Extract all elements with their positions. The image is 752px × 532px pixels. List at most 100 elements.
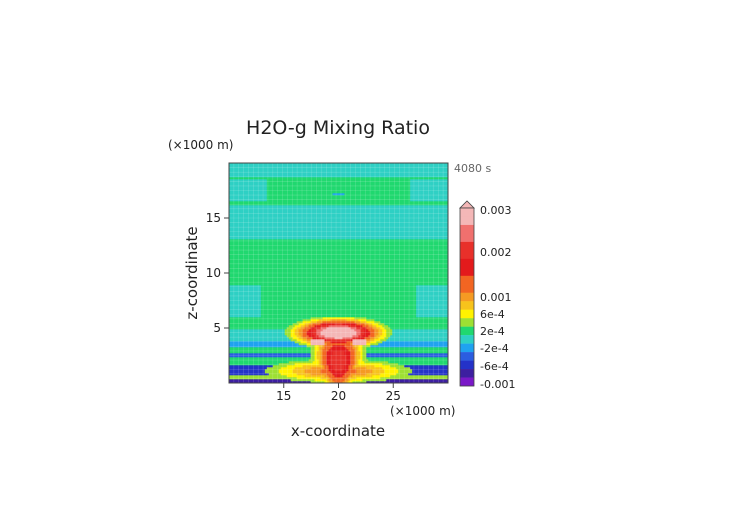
heatmap-cell — [312, 361, 315, 364]
heatmap-cell — [306, 343, 309, 346]
heatmap-cell — [306, 269, 309, 272]
heatmap-cell — [264, 171, 268, 174]
heatmap-cell — [286, 233, 290, 236]
heatmap-cell — [262, 207, 266, 210]
heatmap-cell — [280, 377, 284, 380]
heatmap-cell — [274, 239, 278, 242]
heatmap-cell — [254, 327, 258, 330]
heatmap-cell — [302, 323, 305, 326]
heatmap-cell — [236, 193, 240, 196]
heatmap-cell — [266, 343, 270, 346]
heatmap-cell — [288, 321, 292, 324]
heatmap-cell — [230, 299, 234, 302]
heatmap-cell — [308, 173, 311, 176]
heatmap-cell — [240, 163, 244, 166]
heatmap-cell — [304, 249, 307, 252]
heatmap-cell — [258, 253, 262, 256]
heatmap-cell — [298, 337, 301, 340]
heatmap-cell — [260, 243, 264, 246]
heatmap-cell — [280, 237, 284, 240]
heatmap-cell — [252, 341, 256, 344]
heatmap-cell — [294, 185, 297, 188]
heatmap-cell — [238, 295, 242, 298]
heatmap-cell — [246, 291, 250, 294]
heatmap-cell — [248, 353, 252, 356]
heatmap-cell — [316, 261, 319, 264]
heatmap-cell — [316, 353, 319, 356]
heatmap-cell — [240, 339, 244, 342]
heatmap-cell — [278, 239, 282, 242]
heatmap-cell — [296, 203, 299, 206]
heatmap-cell — [238, 359, 242, 362]
heatmap-cell — [270, 209, 274, 212]
heatmap-cell — [288, 235, 292, 238]
heatmap-cell — [286, 277, 290, 280]
heatmap-cell — [296, 311, 299, 314]
heatmap-cell — [270, 269, 274, 272]
heatmap-cell — [234, 359, 238, 362]
heatmap-cell — [272, 331, 276, 334]
heatmap-cell — [304, 221, 307, 224]
heatmap-cell — [272, 229, 276, 232]
heatmap-cell — [232, 205, 236, 208]
heatmap-cell — [298, 185, 301, 188]
heatmap-cell — [274, 309, 278, 312]
heatmap-cell — [312, 279, 315, 282]
heatmap-cell — [280, 325, 284, 328]
heatmap-cell — [246, 287, 250, 290]
heatmap-cell — [258, 305, 262, 308]
heatmap-cell — [246, 369, 250, 372]
heatmap-cell — [292, 217, 295, 220]
heatmap-cell — [280, 293, 284, 296]
heatmap-cell — [260, 227, 264, 230]
heatmap-cell — [280, 261, 284, 264]
heatmap-cell — [304, 337, 307, 340]
heatmap-cell — [252, 245, 256, 248]
heatmap-cell — [236, 239, 240, 242]
heatmap-cell — [310, 307, 313, 310]
heatmap-cell — [300, 353, 303, 356]
heatmap-cell — [254, 279, 258, 282]
heatmap-cell — [264, 371, 268, 374]
heatmap-cell — [300, 241, 303, 244]
heatmap-cell — [248, 181, 252, 184]
heatmap-cell — [240, 201, 244, 204]
heatmap-cell — [300, 173, 303, 176]
heatmap-cell — [270, 303, 274, 306]
heatmap-cell — [266, 281, 270, 284]
heatmap-cell — [244, 171, 248, 174]
heatmap-cell — [256, 165, 260, 168]
heatmap-cell — [288, 193, 292, 196]
heatmap-cell — [302, 175, 305, 178]
heatmap-cell — [296, 297, 299, 300]
heatmap-cell — [256, 183, 260, 186]
heatmap-cell — [268, 245, 272, 248]
heatmap-cell — [286, 189, 290, 192]
heatmap-cell — [300, 281, 303, 284]
heatmap-cell — [268, 289, 272, 292]
heatmap-cell — [258, 359, 262, 362]
heatmap-cell — [294, 289, 297, 292]
heatmap-cell — [244, 349, 248, 352]
heatmap-cell — [272, 309, 276, 312]
heatmap-cell — [302, 179, 305, 182]
heatmap-cell — [244, 199, 248, 202]
heatmap-cell — [276, 217, 280, 220]
heatmap-cell — [318, 299, 321, 302]
heatmap-cell — [236, 299, 240, 302]
heatmap-cell — [248, 359, 252, 362]
heatmap-cell — [252, 197, 256, 200]
heatmap-cell — [288, 261, 292, 264]
heatmap-cell — [256, 227, 260, 230]
heatmap-cell — [284, 261, 288, 264]
heatmap-cell — [298, 341, 301, 344]
heatmap-cell — [292, 221, 295, 224]
heatmap-cell — [266, 207, 270, 210]
heatmap-cell — [256, 225, 260, 228]
heatmap-cell — [272, 355, 276, 358]
heatmap-cell — [302, 301, 305, 304]
heatmap-cell — [304, 267, 307, 270]
heatmap-cell — [242, 291, 246, 294]
heatmap-cell — [288, 373, 292, 376]
heatmap-cell — [236, 185, 240, 188]
